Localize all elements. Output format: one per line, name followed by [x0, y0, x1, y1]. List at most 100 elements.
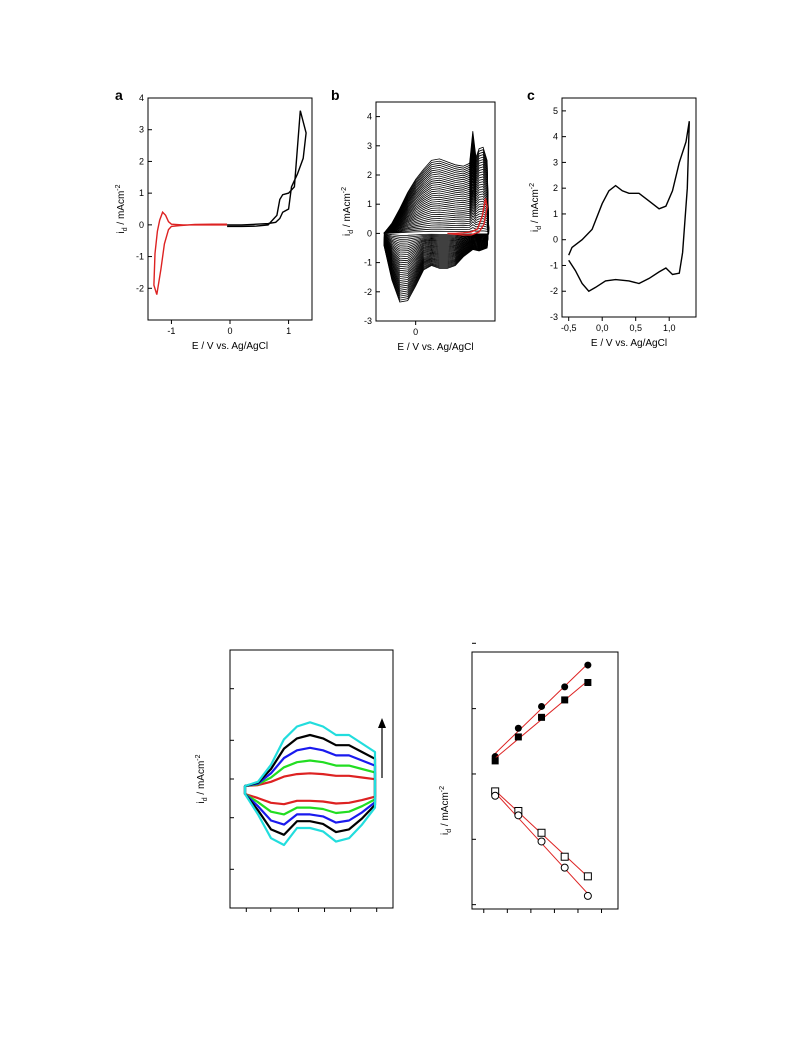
panel-c-xtick-label: -0,5 — [561, 323, 577, 333]
panel-a-series-0 — [153, 210, 228, 295]
panel-letter-a: a — [115, 87, 123, 103]
panel-a-xlabel: E / V vs. Ag/AgCl — [192, 341, 268, 352]
panel-e-point — [560, 852, 569, 861]
panel-e-ylabel-main: i — [440, 833, 451, 835]
panel-b-first-cycle — [447, 198, 488, 236]
panel-d-series-2 — [243, 746, 377, 826]
panel-e-point — [514, 724, 522, 732]
panel-b-ytick-label: 2 — [367, 170, 372, 180]
panel-c-series-0 — [568, 121, 690, 293]
panel-c-xtick-label: 1,0 — [663, 323, 676, 333]
panel-a-ytick-label: 0 — [139, 220, 144, 230]
panel-e-point — [537, 837, 546, 846]
panel-b-ytick-label: 4 — [367, 112, 372, 122]
panel-c-ylabel-sub: d — [536, 226, 543, 230]
panel-b-ytick-label: 0 — [367, 228, 372, 238]
panel-e-point — [583, 872, 592, 881]
panel-c-ytick-label: 1 — [553, 209, 558, 219]
panel-a-ylabel: id / mAcm-2 — [115, 184, 129, 233]
panel-d-series-4 — [243, 721, 377, 847]
panel-b-ylabel-rest: / mAcm — [342, 193, 353, 230]
chart-panel-c: -3 -2 -1 0 1 2 3 4 5 -0,5 0,0 0,5 1,0 E / V vs. Ag/Ag… — [529, 97, 697, 349]
panel-a-xtick-label: 1 — [286, 326, 291, 336]
panel-c-ytick-label: -3 — [550, 312, 558, 322]
panel-e-point — [561, 696, 569, 704]
panel-e-point — [561, 683, 569, 691]
panel-b-ylabel-main: i — [342, 234, 353, 236]
panel-d-ylabel-sup: -2 — [195, 754, 202, 760]
panel-d-ylabel: id / mAcm-2 — [195, 754, 209, 803]
panel-letter-b: b — [331, 87, 340, 103]
panel-e-point — [514, 733, 522, 741]
chart-panel-d: id / mAcm-2 — [195, 649, 394, 912]
panel-a-xtick-label: -1 — [167, 326, 175, 336]
panel-c-ylabel: id / mAcm-2 — [529, 183, 543, 232]
panel-c-ytick-label: 0 — [553, 235, 558, 245]
panel-b-cycle — [383, 230, 490, 236]
panel-a-ytick-label: 1 — [139, 188, 144, 198]
panel-b-cycle — [383, 224, 490, 240]
panel-e-ylabel-sub: d — [446, 829, 453, 833]
panel-a-xtick-label: 0 — [227, 326, 232, 336]
panel-e-point — [584, 661, 592, 669]
panel-e-point — [538, 702, 546, 710]
panel-e-point — [537, 828, 546, 837]
panel-c-ytick-label: -2 — [550, 286, 558, 296]
panel-a-ytick-label: 4 — [139, 93, 144, 103]
panel-a-ytick-label: 2 — [139, 156, 144, 166]
panel-b-ytick-label: -2 — [364, 287, 372, 297]
panel-e-point — [560, 863, 569, 872]
panel-d-ylabel-main: i — [196, 801, 207, 803]
panel-c-ytick-label: 3 — [553, 157, 558, 167]
panel-a-ytick-label: 3 — [139, 125, 144, 135]
panel-e-point — [514, 811, 523, 820]
panel-b-xlabel: E / V vs. Ag/AgCl — [397, 342, 473, 353]
panel-a-ylabel-sub: d — [122, 227, 129, 231]
panel-b-ytick-label: -1 — [364, 258, 372, 268]
panel-a-ytick-label: -1 — [136, 252, 144, 262]
panel-e-point — [583, 891, 592, 900]
panel-b-ytick-label: 3 — [367, 141, 372, 151]
panel-b-cycle — [383, 227, 490, 238]
panel-a-ylabel-main: i — [116, 231, 127, 233]
panel-e-point — [491, 757, 499, 765]
panel-c-ytick-label: 5 — [553, 106, 558, 116]
panel-a-ylabel-rest: / mAcm — [116, 191, 127, 228]
panel-c-xlabel: E / V vs. Ag/AgCl — [591, 338, 667, 349]
panel-b-xtick-label: 0 — [413, 327, 418, 337]
panel-a-series-1 — [227, 110, 307, 228]
panel-d-series-1 — [243, 759, 377, 816]
panel-c-xtick-label: 0,5 — [629, 323, 642, 333]
panel-b-ytick-label: -3 — [364, 316, 372, 326]
panel-a-ytick-label: -2 — [136, 283, 144, 293]
panel-b-ylabel-sup: -2 — [341, 187, 348, 193]
panel-d-ylabel-sub: d — [202, 797, 209, 801]
panel-d-ylabel-rest: / mAcm — [196, 761, 207, 798]
panel-b-ylabel-sub: d — [348, 230, 355, 234]
panel-b-ytick-label: 1 — [367, 199, 372, 209]
panel-e-point — [538, 713, 546, 721]
panel-c-xtick-label: 0,0 — [596, 323, 609, 333]
panel-e-ylabel-rest: / mAcm — [440, 792, 451, 829]
panel-c-ytick-label: 2 — [553, 183, 558, 193]
panel-e-point — [491, 791, 500, 800]
chart-panel-e: id / mAcm-2 — [439, 642, 619, 913]
panel-c-ylabel-rest: / mAcm — [530, 189, 541, 226]
panel-e-ylabel: id / mAcm-2 — [439, 786, 453, 835]
panel-e-frame — [471, 651, 619, 910]
panel-d-series-3 — [243, 733, 377, 836]
panel-e-ylabel-sup: -2 — [439, 786, 446, 792]
panel-b-frame — [375, 101, 496, 322]
panel-c-ytick-label: -1 — [550, 260, 558, 270]
panel-a-ylabel-sup: -2 — [115, 184, 122, 190]
panel-b-cycle — [383, 131, 490, 303]
panel-d-arrow-head — [378, 718, 386, 728]
panel-b-ylabel: id / mAcm-2 — [341, 187, 355, 236]
panel-e-point — [584, 678, 592, 686]
panel-c-ylabel-sup: -2 — [529, 183, 536, 189]
panel-c-ylabel-main: i — [530, 230, 541, 232]
panel-letter-c: c — [527, 87, 535, 103]
